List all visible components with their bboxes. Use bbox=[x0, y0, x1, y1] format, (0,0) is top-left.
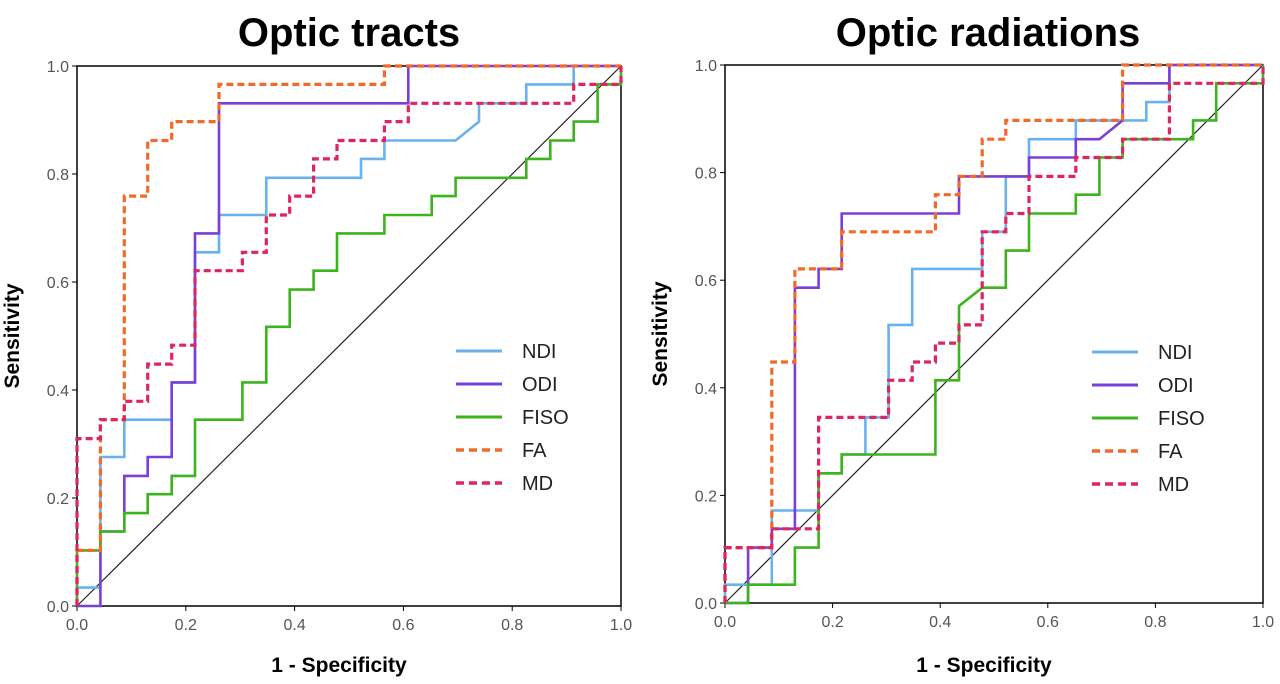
x-tick-label: 0.8 bbox=[501, 617, 523, 634]
x-tick-label: 0.4 bbox=[283, 617, 305, 634]
y-tick-label: 0.2 bbox=[695, 488, 717, 505]
x-axis-label: 1 - Specificity bbox=[916, 654, 1052, 677]
x-tick-label: 1.0 bbox=[610, 617, 632, 634]
legend-label-ndi: NDI bbox=[522, 341, 556, 363]
legend-label-odi: ODI bbox=[1158, 375, 1194, 397]
legend-label-fiso: FISO bbox=[1158, 408, 1205, 430]
chart-optic-radiations: Optic radiations 0.0 0.2 0.4 0.6 0.8 1.0 0.0 0.2… bbox=[649, 11, 1274, 677]
y-tick-label: 0.0 bbox=[695, 596, 717, 613]
y-tick-label: 0.0 bbox=[47, 599, 69, 616]
x-tick-label: 0.6 bbox=[1037, 614, 1059, 631]
x-tick-label: 1.0 bbox=[1252, 614, 1274, 631]
x-tick-label: 0.4 bbox=[929, 614, 951, 631]
reference-diagonal bbox=[724, 64, 1264, 604]
y-tick-label: 0.8 bbox=[695, 166, 717, 183]
series-line-fa bbox=[723, 63, 1263, 603]
legend-label-fiso: FISO bbox=[522, 407, 569, 429]
x-axis-label: 1 - Specificity bbox=[271, 654, 407, 677]
chart-optic-tracts: Optic tracts 0.0 0.2 0.4 0.6 0.8 1.0 0.0 0.2 0.4 0… bbox=[1, 11, 632, 677]
x-tick-label: 0.0 bbox=[66, 617, 88, 634]
y-tick-label: 1.0 bbox=[695, 58, 717, 75]
series-line-fiso bbox=[725, 65, 1265, 605]
series-line-md bbox=[723, 65, 1265, 603]
plot-frame bbox=[76, 65, 622, 607]
series-line-fiso bbox=[75, 66, 623, 606]
chart-title: Optic radiations bbox=[836, 11, 1141, 55]
series-line-ndi bbox=[75, 64, 621, 606]
chart-title: Optic tracts bbox=[238, 11, 460, 55]
reference-diagonal bbox=[76, 65, 622, 607]
x-tick-label: 0.0 bbox=[714, 614, 736, 631]
x-tick-label: 0.8 bbox=[1144, 614, 1166, 631]
y-tick-label: 0.2 bbox=[47, 491, 69, 508]
x-tick-label: 0.2 bbox=[175, 617, 197, 634]
series-line-fa bbox=[75, 64, 621, 606]
series-line-md bbox=[75, 66, 623, 606]
y-tick-label: 0.4 bbox=[47, 383, 69, 400]
y-tick-label: 0.8 bbox=[47, 167, 69, 184]
legend-label-md: MD bbox=[1158, 474, 1189, 496]
y-tick-label: 1.0 bbox=[47, 59, 69, 76]
y-tick-label: 0.6 bbox=[47, 275, 69, 292]
plot-frame bbox=[724, 64, 1264, 604]
x-tick-label: 0.2 bbox=[821, 614, 843, 631]
legend-label-fa: FA bbox=[1158, 441, 1183, 463]
y-tick-label: 0.6 bbox=[695, 273, 717, 290]
y-axis-label: Sensitivity bbox=[649, 281, 672, 386]
x-tick-label: 0.6 bbox=[392, 617, 414, 634]
y-axis-label: Sensitivity bbox=[1, 283, 24, 388]
y-tick-label: 0.4 bbox=[695, 381, 717, 398]
legend-label-odi: ODI bbox=[522, 374, 558, 396]
legend-label-ndi: NDI bbox=[1158, 342, 1192, 364]
legend-label-md: MD bbox=[522, 473, 553, 495]
legend-label-fa: FA bbox=[522, 440, 547, 462]
